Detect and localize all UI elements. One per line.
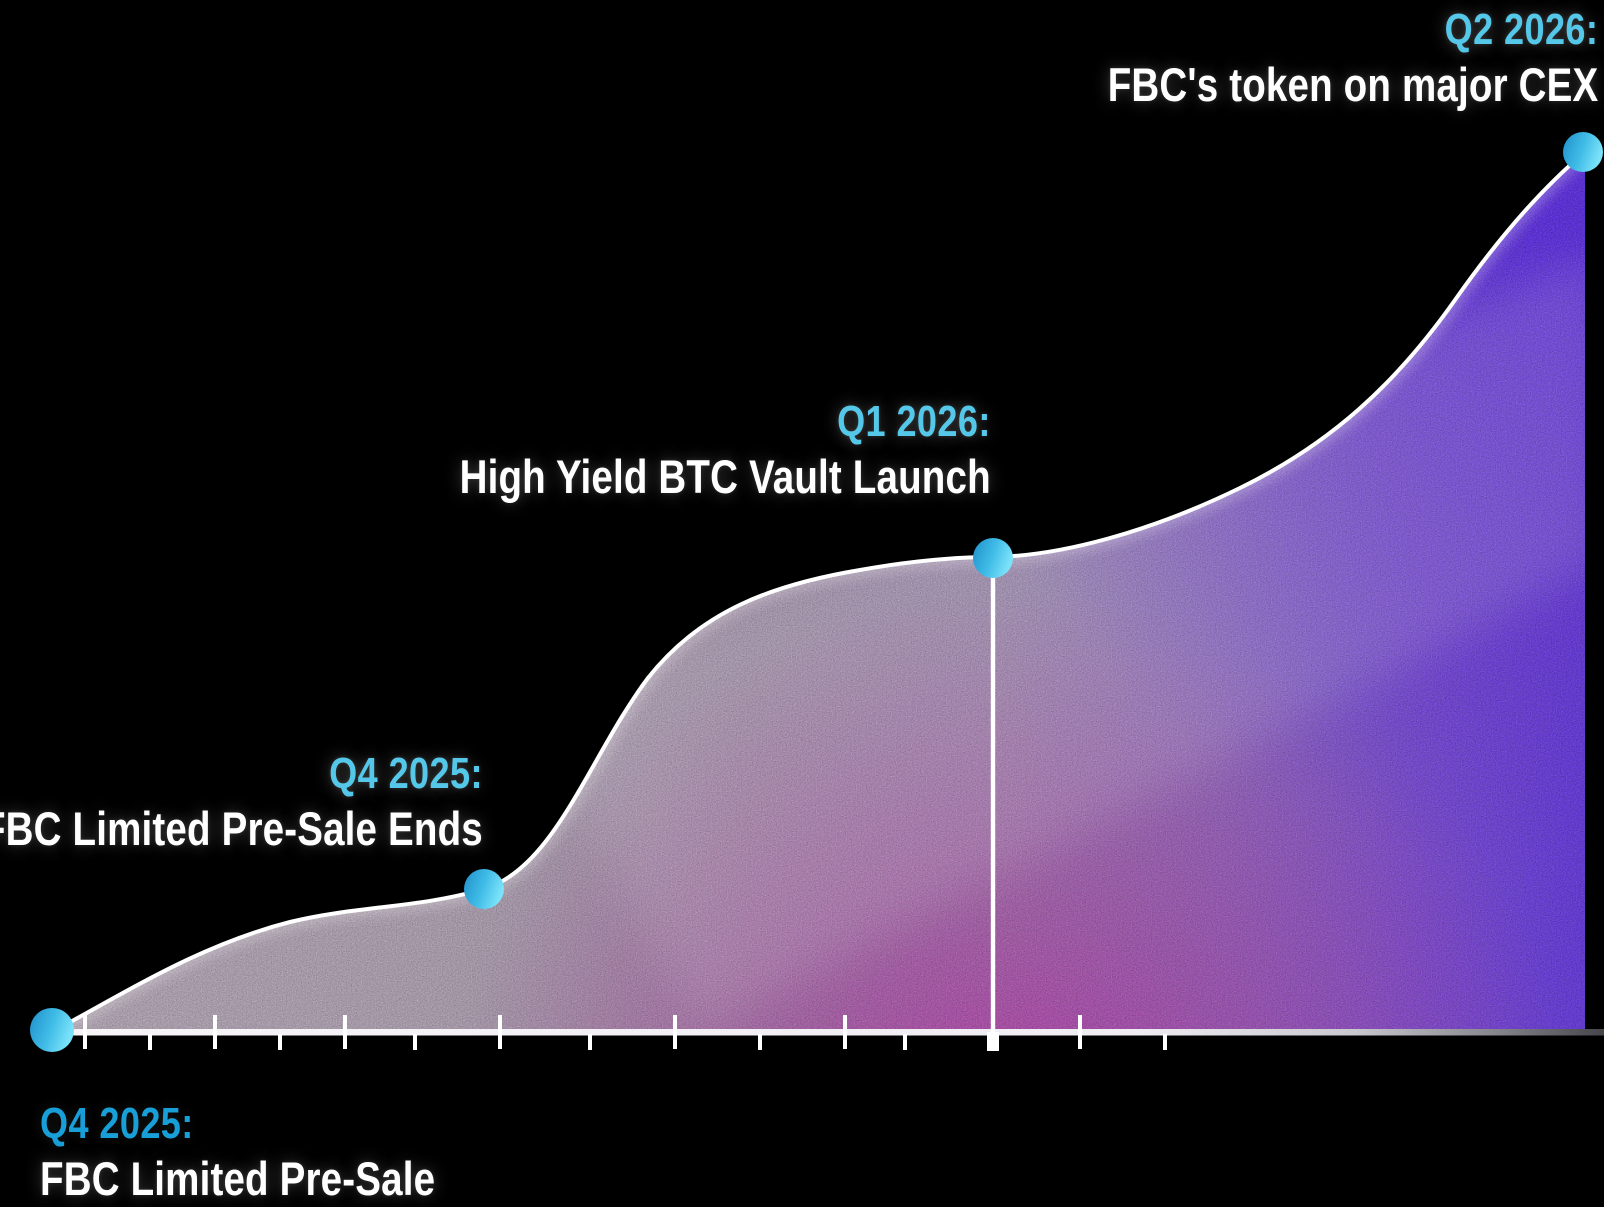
milestone-title: FBC Limited Pre-Sale [40, 1152, 436, 1205]
axis-tick [148, 1034, 152, 1050]
milestone-title: FBC's token on major CEX [1107, 58, 1598, 111]
milestone-label-q1-2026: Q1 2026: High Yield BTC Vault Launch [460, 396, 991, 505]
axis-tick [843, 1015, 847, 1049]
axis-tick [413, 1034, 417, 1050]
milestone-dot [973, 538, 1013, 578]
milestone-period: Q2 2026: [1444, 5, 1598, 54]
milestone-period: Q1 2026: [837, 397, 991, 446]
milestone-marker-line [987, 558, 999, 1051]
milestone-period: Q4 2025: [329, 749, 483, 798]
marker-line [990, 558, 996, 1032]
milestone-dot [1563, 132, 1603, 172]
milestone-label-q2-2026: Q2 2026: FBC's token on major CEX [1107, 4, 1598, 113]
axis-tick [903, 1034, 907, 1050]
x-axis [38, 1015, 1604, 1050]
axis-tick [588, 1034, 592, 1050]
milestone-dot [30, 1008, 74, 1052]
axis-tick [278, 1034, 282, 1050]
axis-ticks [83, 1015, 1167, 1050]
axis-tick [343, 1015, 347, 1049]
axis-tick [213, 1015, 217, 1049]
axis-tick [498, 1015, 502, 1049]
milestone-label-q4-2025-presale: Q4 2025: FBC Limited Pre-Sale [40, 1098, 435, 1207]
axis-tick [758, 1034, 762, 1050]
axis-tick [1163, 1034, 1167, 1050]
milestone-dots [30, 132, 1603, 1052]
axis-tick [1078, 1015, 1082, 1049]
axis-baseline [38, 1029, 1604, 1036]
milestone-title: FBC Limited Pre-Sale Ends [0, 802, 483, 855]
milestone-title: High Yield BTC Vault Launch [459, 450, 991, 503]
milestone-label-q4-2025-ends: Q4 2025: FBC Limited Pre-Sale Ends [0, 748, 483, 857]
axis-tick [673, 1015, 677, 1049]
marker-base-tick [987, 1032, 999, 1051]
milestone-dot [464, 869, 504, 909]
axis-tick [83, 1015, 87, 1049]
milestone-period: Q4 2025: [40, 1099, 194, 1148]
